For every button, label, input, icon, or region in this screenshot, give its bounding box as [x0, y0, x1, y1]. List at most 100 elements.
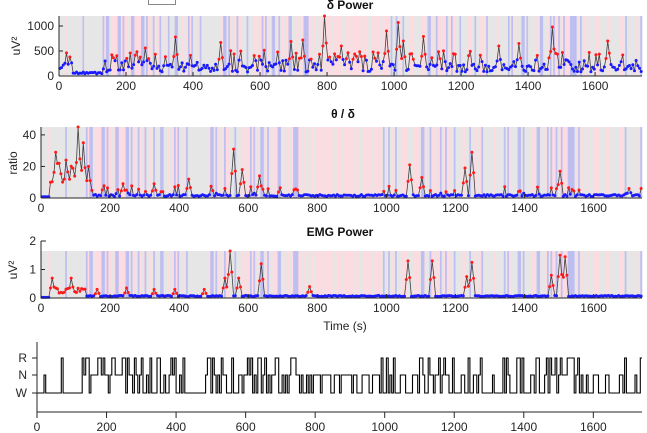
state-band [631, 16, 634, 76]
state-band [514, 127, 517, 198]
highlight-point [428, 189, 432, 193]
highlight-point [420, 54, 424, 58]
state-band [554, 16, 557, 76]
state-band [604, 251, 607, 298]
baseline-point [264, 194, 268, 198]
state-band [149, 16, 152, 76]
state-band [528, 251, 531, 298]
state-band [464, 251, 467, 298]
highlight-point [470, 260, 474, 264]
highlight-point [125, 56, 129, 60]
highlight-point [453, 52, 457, 56]
state-band [486, 127, 489, 198]
highlight-point [421, 35, 425, 38]
baseline-point [296, 68, 300, 72]
state-band [395, 127, 398, 198]
state-band [541, 16, 544, 76]
state-band [54, 251, 57, 298]
state-band [274, 251, 277, 298]
baseline-point [170, 65, 174, 69]
baseline-point [369, 67, 373, 71]
highlight-point [547, 56, 551, 60]
state-band [394, 16, 397, 76]
baseline-point [520, 64, 524, 68]
baseline-point [465, 68, 469, 72]
state-band [70, 127, 73, 198]
baseline-point [524, 69, 528, 73]
state-band [157, 16, 160, 76]
highlight-point [467, 54, 471, 58]
baseline-point [259, 58, 263, 62]
baseline-point [187, 63, 191, 66]
state-band [344, 251, 347, 298]
state-band [142, 127, 145, 198]
state-band [547, 251, 550, 298]
highlight-point [211, 189, 215, 193]
x-tick-label: 1200 [442, 301, 469, 315]
state-band [353, 251, 356, 298]
state-band [85, 251, 88, 298]
state-band [224, 127, 227, 198]
highlight-point [517, 42, 521, 45]
state-band [422, 251, 425, 298]
state-band [255, 127, 258, 198]
state-band [398, 251, 401, 298]
state-band [362, 251, 365, 298]
state-band [640, 251, 643, 298]
highlight-point [430, 56, 434, 60]
state-band [236, 16, 239, 76]
baseline-point [617, 63, 621, 67]
state-band [576, 251, 579, 298]
baseline-point [130, 66, 134, 70]
state-band [99, 251, 102, 298]
state-band [638, 251, 641, 298]
baseline-point [202, 63, 206, 67]
state-band [538, 127, 541, 198]
highlight-point [396, 21, 400, 24]
state-band [244, 16, 247, 76]
state-band [82, 127, 85, 198]
highlight-point [52, 170, 56, 174]
state-band [506, 16, 509, 76]
state-band [391, 127, 394, 198]
highlight-point [239, 182, 242, 186]
state-band [481, 16, 484, 76]
state-band [401, 127, 404, 198]
state-band [479, 251, 482, 298]
state-band [198, 127, 201, 198]
x-tick-label: 200 [116, 79, 136, 93]
state-band [636, 251, 639, 298]
state-band [344, 127, 347, 198]
state-band [174, 16, 177, 76]
state-band [516, 16, 519, 76]
state-band [540, 251, 543, 298]
baseline-point [210, 66, 214, 70]
state-band [144, 127, 147, 198]
state-band [141, 127, 144, 198]
baseline-point [636, 64, 640, 68]
x-tick-label: 200 [97, 420, 117, 433]
state-band [263, 251, 266, 298]
baseline-point [221, 193, 225, 197]
baseline-point [639, 70, 643, 73]
state-band [146, 16, 149, 76]
state-band [462, 251, 465, 298]
state-band [581, 251, 584, 298]
state-band [225, 127, 228, 198]
state-band [270, 16, 273, 76]
state-band [498, 127, 501, 198]
state-band [379, 251, 382, 298]
state-band [363, 127, 366, 198]
state-band [115, 16, 118, 76]
state-band [382, 16, 385, 76]
state-band [435, 16, 438, 76]
baseline-point [168, 62, 172, 66]
state-band [414, 127, 417, 198]
state-band [313, 16, 316, 76]
state-band [300, 251, 303, 298]
baseline-point [137, 60, 141, 64]
highlight-point [59, 172, 63, 176]
state-band [335, 16, 338, 76]
state-band [512, 251, 515, 298]
